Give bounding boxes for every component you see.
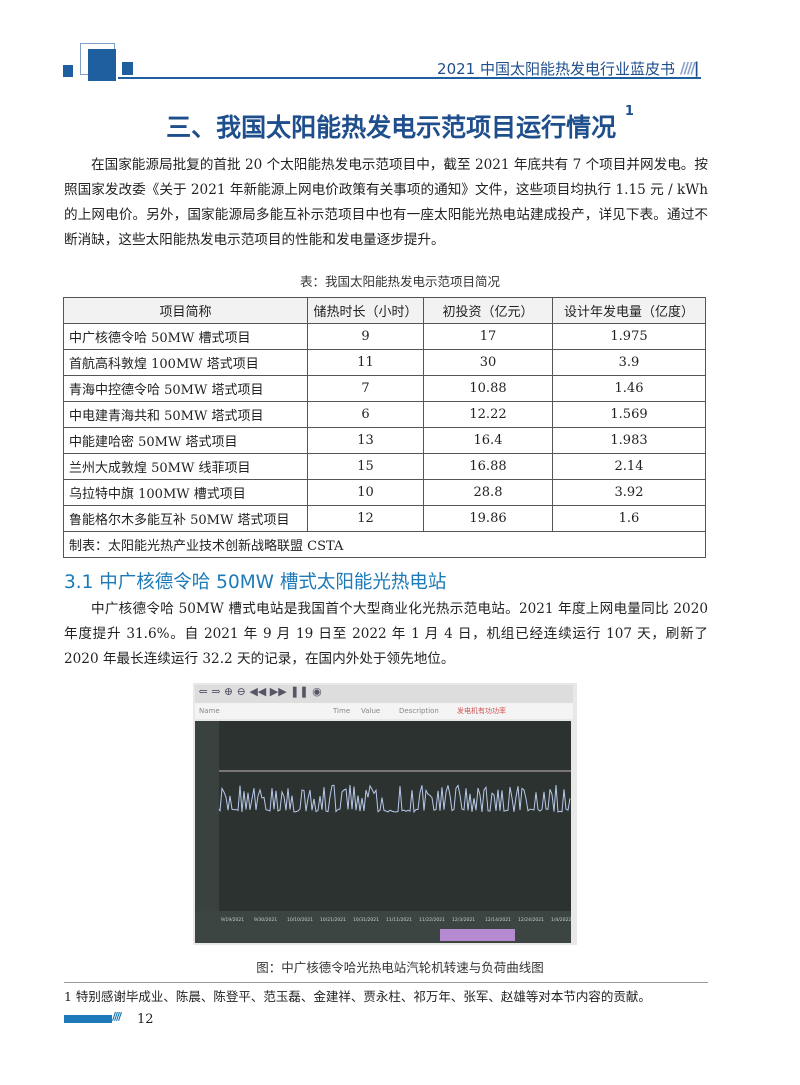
table-cell: 3.9 [552, 349, 706, 376]
table-row: 中电建青海共和 50MW 塔式项目 6 12.22 1.569 [63, 401, 706, 428]
table-row: 兰州大成敦煌 50MW 线菲项目 15 16.88 2.14 [63, 453, 706, 480]
table-cell: 17 [423, 323, 553, 350]
table-cell: 1.46 [552, 375, 706, 402]
section-title: 三、我国太阳能热发电示范项目运行情况 1 [166, 104, 634, 142]
date-tick: 1/4/2022 [551, 917, 571, 923]
header-title: 2021 中国太阳能热发电行业蓝皮书 [437, 60, 675, 78]
date-tick: 11/11/2021 [386, 917, 412, 923]
table-cell: 11 [307, 349, 424, 376]
table-cell: 19.86 [423, 505, 553, 532]
table-cell: 30 [423, 349, 553, 376]
table-cell: 青海中控德令哈 50MW 塔式项目 [63, 375, 308, 402]
date-tick: 12/3/2021 [452, 917, 475, 923]
col-header: 储热时长（小时） [307, 297, 424, 324]
date-tick: 11/22/2021 [419, 917, 445, 923]
table-cell: 中广核德令哈 50MW 槽式项目 [63, 323, 308, 350]
table-cell: 兰州大成敦煌 50MW 线菲项目 [63, 453, 308, 480]
table-cell: 1.569 [552, 401, 706, 428]
screen-bg [195, 721, 571, 943]
footnote: 1 特别感谢毕成业、陈晨、陈登平、范玉磊、金建祥、贾永柱、祁万年、张军、赵雄等对… [64, 989, 651, 1004]
table-caption: 表：我国太阳能热发电示范项目简况 [299, 274, 500, 289]
subsection-title: 3.1 中广核德令哈 50MW 槽式太阳能光热电站 [64, 572, 447, 593]
header-rule [118, 77, 701, 79]
load-curve [218, 784, 571, 814]
table-cell: 1.6 [552, 505, 706, 532]
toolbar: ⇐ ⇒ ⊕ ⊖ ◀◀ ▶▶ ❚❚ ◉ [195, 685, 573, 703]
table-row: 鲁能格尔木多能互补 50MW 塔式项目 12 19.86 1.6 [63, 505, 706, 532]
label-name: Name [199, 707, 220, 715]
date-tick: 12/14/2021 [485, 917, 511, 923]
table-cell: 1.983 [552, 427, 706, 454]
table-cell: 7 [307, 375, 424, 402]
table-header-row: 项目简称 储热时长（小时） 初投资（亿元） 设计年发电量（亿度） [63, 297, 706, 324]
table-cell: 16.4 [423, 427, 553, 454]
table-cell: 中能建哈密 50MW 塔式项目 [63, 427, 308, 454]
table-cell: 10 [307, 479, 424, 506]
table-cell: 6 [307, 401, 424, 428]
table-source: 制表：太阳能光热产业技术创新战略联盟 CSTA [63, 531, 706, 558]
page-number: 12 [137, 1012, 154, 1027]
date-tick: 12/24/2021 [518, 917, 544, 923]
page-bar [64, 1015, 112, 1023]
date-tick: 9/30/2021 [254, 917, 277, 923]
table-cell: 16.88 [423, 453, 553, 480]
page-stripes-icon: //// [112, 1010, 122, 1023]
table-row: 青海中控德令哈 50MW 塔式项目 7 10.88 1.46 [63, 375, 706, 402]
y-axis-panel [195, 721, 219, 911]
table-row: 乌拉特中旗 100MW 槽式项目 10 28.8 3.92 [63, 479, 706, 506]
table-cell: 1.975 [552, 323, 706, 350]
date-tick: 10/31/2021 [353, 917, 379, 923]
table-row: 中能建哈密 50MW 塔式项目 13 16.4 1.983 [63, 427, 706, 454]
label-desc-value: 发电机有功功率 [457, 707, 506, 715]
table-cell: 3.92 [552, 479, 706, 506]
table-cell: 乌拉特中旗 100MW 槽式项目 [63, 479, 308, 506]
label-time: Time [333, 707, 351, 715]
table-cell: 13 [307, 427, 424, 454]
table-cell: 9 [307, 323, 424, 350]
trend-chart: 9/19/2021 9/30/2021 10/10/2021 10/21/2021 10… [195, 721, 571, 943]
overview-highlight [440, 929, 515, 941]
label-description: Description [399, 707, 439, 715]
intro-paragraph: 在国家能源局批复的首批 20 个太阳能热发电示范项目中，截至 2021 年底共有… [64, 157, 708, 248]
projects-table: 项目简称 储热时长（小时） 初投资（亿元） 设计年发电量（亿度） 中广核德令哈 … [63, 297, 706, 558]
date-tick: 9/19/2021 [221, 917, 244, 923]
figure-caption: 图：中广核德令哈光热电站汽轮机转速与负荷曲线图 [256, 960, 544, 975]
table-cell: 10.88 [423, 375, 553, 402]
col-header: 项目简称 [63, 297, 308, 324]
table-cell: 鲁能格尔木多能互补 50MW 塔式项目 [63, 505, 308, 532]
table-cell: 12.22 [423, 401, 553, 428]
figure-photo-trend-screen: ⇐ ⇒ ⊕ ⊖ ◀◀ ▶▶ ❚❚ ◉ Name Time Value Descr… [193, 683, 577, 945]
table-row: 首航高科敦煌 100MW 塔式项目 11 30 3.9 [63, 349, 706, 376]
table-cell: 2.14 [552, 453, 706, 480]
col-header: 设计年发电量（亿度） [552, 297, 706, 324]
footnote-rule [64, 982, 708, 983]
label-value: Value [361, 707, 381, 715]
table-cell: 15 [307, 453, 424, 480]
date-tick: 10/21/2021 [320, 917, 346, 923]
subsection-paragraph: 中广核德令哈 50MW 槽式电站是我国首个大型商业化光热示范电站。2021 年度… [64, 601, 708, 667]
table-cell: 首航高科敦煌 100MW 塔式项目 [63, 349, 308, 376]
table-row: 中广核德令哈 50MW 槽式项目 9 17 1.975 [63, 323, 706, 350]
date-tick: 10/10/2021 [287, 917, 313, 923]
header-stripes-icon: ////| [680, 59, 700, 77]
table-cell: 28.8 [423, 479, 553, 506]
table-cell: 12 [307, 505, 424, 532]
table-cell: 中电建青海共和 50MW 塔式项目 [63, 401, 308, 428]
col-header: 初投资（亿元） [423, 297, 553, 324]
header-logo [63, 43, 138, 81]
